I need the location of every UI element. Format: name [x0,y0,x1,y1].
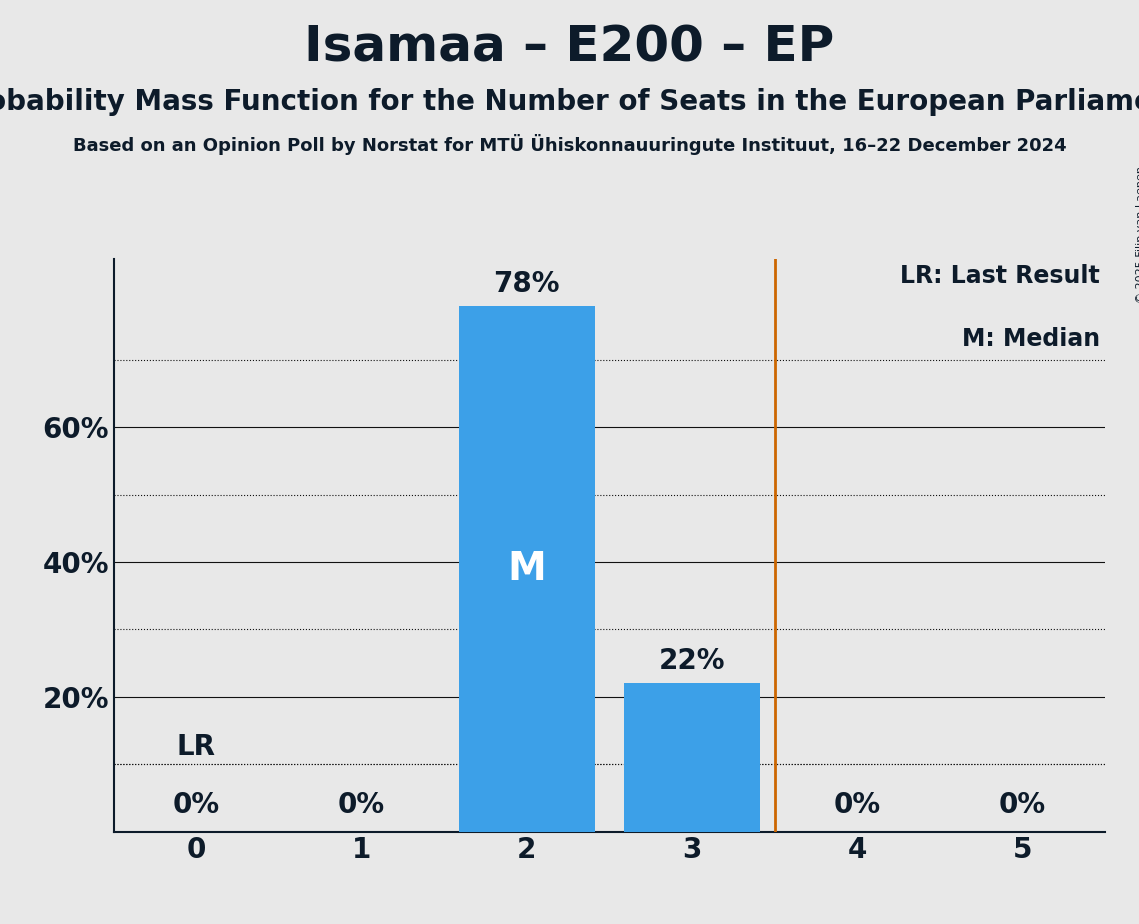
Text: 78%: 78% [493,270,560,298]
Text: LR: LR [177,733,216,760]
Text: 22%: 22% [658,647,726,675]
Text: 0%: 0% [338,792,385,820]
Text: Based on an Opinion Poll by Norstat for MTÜ Ühiskonnauuringute Instituut, 16–22 : Based on an Opinion Poll by Norstat for … [73,134,1066,155]
Text: Isamaa – E200 – EP: Isamaa – E200 – EP [304,23,835,71]
Text: M: Median: M: Median [961,327,1100,351]
Text: 0%: 0% [999,792,1046,820]
Text: 0%: 0% [834,792,880,820]
Text: 0%: 0% [173,792,220,820]
Text: © 2025 Filip van Laenen: © 2025 Filip van Laenen [1136,166,1139,303]
Text: M: M [507,550,547,588]
Text: Probability Mass Function for the Number of Seats in the European Parliament: Probability Mass Function for the Number… [0,88,1139,116]
Bar [459,306,595,832]
Bar [624,684,760,832]
Text: LR: Last Result: LR: Last Result [900,264,1100,288]
